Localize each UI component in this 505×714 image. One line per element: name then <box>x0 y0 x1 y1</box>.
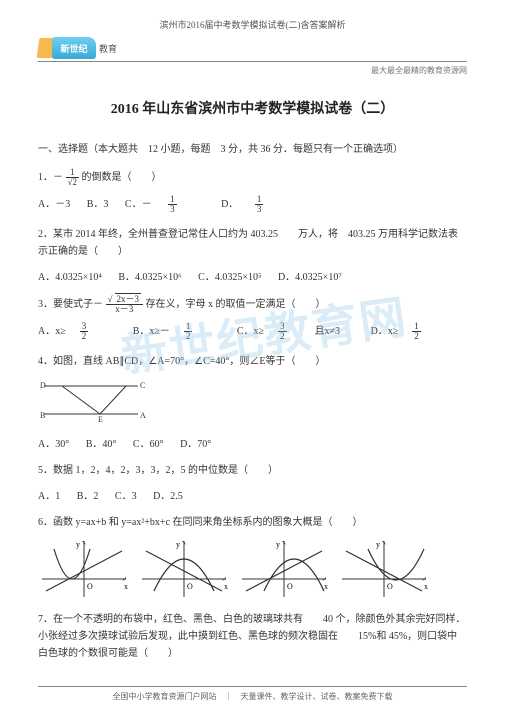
denominator: x－3 <box>106 305 144 314</box>
svg-text:y: y <box>176 540 180 549</box>
svg-text:x: x <box>224 582 228 591</box>
q3-post: 存在义，字母 x 的取值一定满足（ ） <box>146 299 326 310</box>
svg-text:x: x <box>124 582 128 591</box>
svg-text:x: x <box>424 582 428 591</box>
section-1-heading: 一、选择题（本大题共 12 小题，每题 3 分，共 36 分．每题只有一个正确选… <box>38 142 467 158</box>
fraction: 2x－3 x－3 <box>106 295 144 314</box>
graph-b: x y O <box>138 539 230 601</box>
sub-header: 最大最全最精的教育资源网 <box>38 61 467 76</box>
opt-c: C．3 <box>115 491 137 502</box>
q1-stem-post: 的倒数是（ ） <box>81 172 161 183</box>
fraction: 1 √2 <box>66 168 79 187</box>
opt-d: D．70° <box>180 439 211 450</box>
svg-text:C: C <box>140 381 145 390</box>
question-6: 6．函数 y=ax+b 和 y=ax²+bx+c 在同同来角坐标系内的图象大概是… <box>38 514 467 531</box>
opt-b: B．3 <box>87 199 109 210</box>
svg-text:x: x <box>324 582 328 591</box>
question-5: 5．数据 1，2，4，2，3，3，2，5 的中位数是（ ） <box>38 462 467 479</box>
radicand: 2x－3 <box>115 293 142 304</box>
q5-options: A．1 B．2 C．3 D．2.5 <box>38 487 467 502</box>
d: 2 <box>184 332 193 341</box>
opt-d: D． 13 <box>221 199 291 210</box>
opt-b: B．x≥－12 <box>133 326 221 337</box>
svg-text:O: O <box>287 582 293 591</box>
svg-text:E: E <box>98 415 103 424</box>
denominator: √2 <box>66 178 79 187</box>
svg-text:B: B <box>40 411 45 420</box>
q1-stem-pre: 1．－ <box>38 172 63 183</box>
opt-d-pre: D． <box>221 199 238 210</box>
opt-a: A．x≥32 <box>38 326 116 337</box>
opt-d: D．4.0325×10⁷ <box>278 272 342 283</box>
opt-b: B．40° <box>86 439 117 450</box>
d: 3 <box>168 205 177 214</box>
question-2: 2．某市 2014 年终，全州普查登记常住人口约为 403.25 万人，将 40… <box>38 226 467 260</box>
question-3: 3．要使式子－ 2x－3 x－3 存在义，字母 x 的取值一定满足（ ） <box>38 295 467 314</box>
opt-a: A．－3 <box>38 199 70 210</box>
post: 且x≠3 <box>315 326 341 337</box>
logo-row: 新世纪 教育 <box>38 37 467 59</box>
q6-graphs: x y O x y O x y O x y O <box>38 539 467 601</box>
question-4: 4．如图，直线 AB∥CD，∠A=70°，∠C=40°，则∠E等于（ ） <box>38 353 467 370</box>
opt-c: C．4.0325×10⁵ <box>198 272 261 283</box>
pre: C．x≥ <box>237 326 264 337</box>
svg-text:y: y <box>276 540 280 549</box>
pre: A．x≥ <box>38 326 66 337</box>
opt-b: B．4.0325×10⁶ <box>118 272 181 283</box>
opt-a: A．1 <box>38 491 60 502</box>
page-title: 2016 年山东省滨州市中考数学模拟试卷（二） <box>38 98 467 118</box>
opt-a: A．4.0325×10⁴ <box>38 272 102 283</box>
svg-text:D: D <box>40 381 46 390</box>
question-1: 1．－ 1 √2 的倒数是（ ） <box>38 168 467 187</box>
logo-suffix: 教育 <box>99 42 117 55</box>
svg-text:O: O <box>187 582 193 591</box>
question-7: 7．在一个不透明的布袋中，红色、黑色、白色的玻璃球共有 40 个，除颜色外其余完… <box>38 611 467 662</box>
q3-pre: 3．要使式子－ <box>38 299 103 310</box>
pre: D．x≥ <box>371 326 399 337</box>
svg-text:O: O <box>87 582 93 591</box>
d: 2 <box>412 332 421 341</box>
d: 3 <box>255 205 264 214</box>
opt-c: C．x≥32且x≠3 <box>237 326 354 337</box>
opt-c-pre: C．－ <box>125 199 152 210</box>
svg-text:y: y <box>376 540 380 549</box>
page-footer: 全国中小学教育资源门户网站 ｜ 天量课件、教学设计、试卷、教案免费下载 <box>38 686 467 702</box>
opt-d: D．2.5 <box>153 491 183 502</box>
graph-a: x y O <box>38 539 130 601</box>
logo: 新世纪 教育 <box>38 37 117 59</box>
d: 2 <box>80 332 89 341</box>
page-header: 滨州市2016届中考数学模拟试卷(二)含答案解析 <box>38 18 467 31</box>
svg-text:y: y <box>76 540 80 549</box>
graph-d: x y O <box>338 539 430 601</box>
q2-options: A．4.0325×10⁴ B．4.0325×10⁶ C．4.0325×10⁵ D… <box>38 268 467 283</box>
opt-c: C．－ 13 <box>125 199 207 210</box>
d: 2 <box>278 332 287 341</box>
graph-c: x y O <box>238 539 330 601</box>
opt-a: A．30° <box>38 439 69 450</box>
pre: B．x≥－ <box>133 326 170 337</box>
svg-text:A: A <box>140 411 146 420</box>
svg-text:O: O <box>387 582 393 591</box>
q4-options: A．30° B．40° C．60° D．70° <box>38 435 467 450</box>
q3-options: A．x≥32 B．x≥－12 C．x≥32且x≠3 D．x≥12 <box>38 322 467 341</box>
q4-diagram: D C B A E <box>38 378 467 427</box>
opt-b: B．2 <box>77 491 99 502</box>
opt-c: C．60° <box>133 439 164 450</box>
logo-text: 新世纪 <box>52 37 96 59</box>
opt-d: D．x≥12 <box>371 326 449 337</box>
q1-options: A．－3 B．3 C．－ 13 D． 13 <box>38 195 467 214</box>
